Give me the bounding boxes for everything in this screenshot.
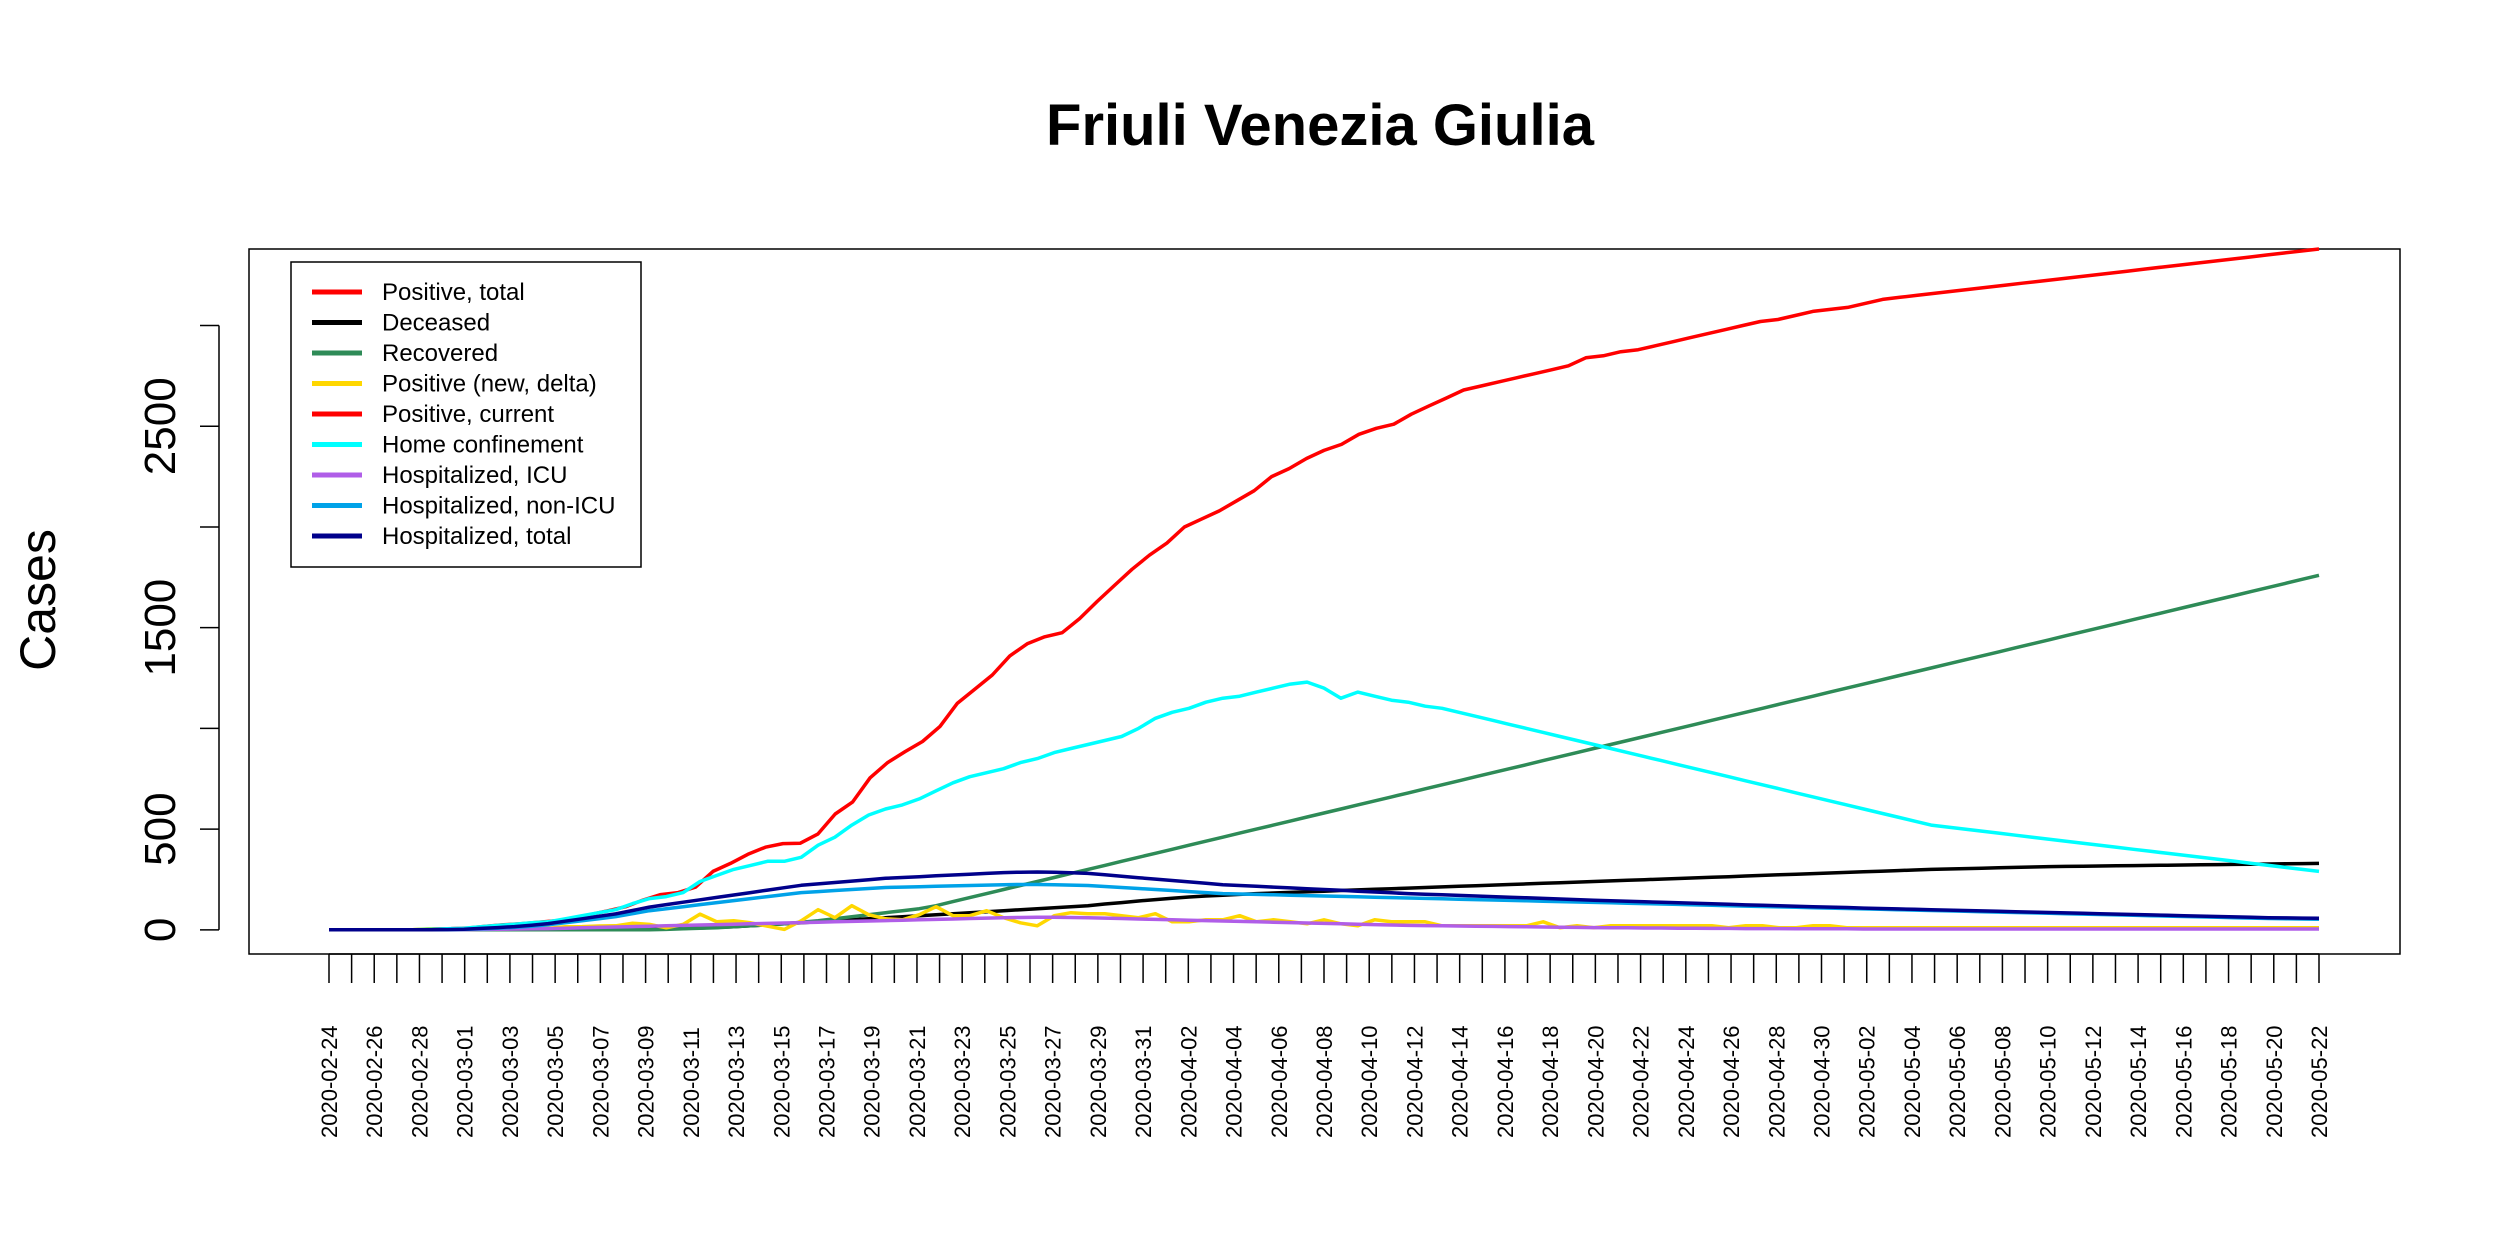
x-tick-label: 2020-04-14: [1448, 1025, 1473, 1138]
x-tick-label: 2020-04-20: [1583, 1025, 1608, 1138]
x-tick-label: 2020-02-28: [407, 1025, 432, 1138]
y-axis: 0 500 1500 2500: [136, 324, 220, 942]
chart-title: Friuli Venezia Giulia: [1046, 93, 1595, 158]
x-tick-label: 2020-03-15: [769, 1025, 794, 1138]
series-line: [329, 680, 2320, 932]
x-tick-label: 2020-05-08: [1990, 1025, 2015, 1138]
x-tick-label: 2020-03-25: [995, 1025, 1020, 1138]
x-tick-label: 2020-05-14: [2126, 1025, 2151, 1138]
legend-label: Home confinement: [382, 432, 584, 459]
legend: Positive, total Deceased Recovered Positive…: [290, 261, 642, 568]
x-tick-label: 2020-04-28: [1764, 1025, 1789, 1138]
x-tick-label: 2020-03-09: [634, 1025, 659, 1138]
x-tick-label: 2020-05-06: [1945, 1025, 1970, 1138]
x-tick-label: 2020-04-06: [1267, 1025, 1292, 1138]
legend-label: Positive, total: [382, 279, 525, 306]
series-line: [329, 573, 2320, 932]
series-lines: [329, 247, 2320, 932]
x-tick-label: 2020-05-18: [2217, 1025, 2242, 1138]
x-tick-label: 2020-02-26: [362, 1025, 387, 1138]
x-tick-label: 2020-03-07: [588, 1025, 613, 1138]
x-tick-label: 2020-04-02: [1176, 1025, 1201, 1138]
x-tick-label: 2020-05-16: [2171, 1025, 2196, 1138]
legend-label: Deceased: [382, 310, 490, 337]
y-tick-label: 1500: [136, 579, 185, 677]
x-tick-label: 2020-04-18: [1538, 1025, 1563, 1138]
series-line: [329, 247, 2320, 932]
x-tick-label: 2020-04-16: [1493, 1025, 1518, 1138]
x-tick-label: 2020-03-05: [543, 1025, 568, 1138]
x-tick-label: 2020-03-29: [1086, 1025, 1111, 1138]
x-tick-label: 2020-03-19: [860, 1025, 885, 1138]
legend-label: Hospitalized, non-ICU: [382, 493, 615, 520]
legend-label: Positive (new, delta): [382, 371, 597, 398]
x-tick-label: 2020-05-10: [2036, 1025, 2061, 1138]
x-tick-label: 2020-04-24: [1674, 1025, 1699, 1138]
x-tick-label: 2020-02-24: [317, 1025, 342, 1138]
x-axis: 2020-02-24 2020-02-26 2020-02-28 2020-03-01…: [317, 953, 2332, 1138]
legend-label: Positive, current: [382, 401, 554, 428]
x-tick-label: 2020-04-12: [1402, 1025, 1427, 1138]
series-line: [329, 915, 2319, 932]
x-tick-label: 2020-05-04: [1900, 1025, 1925, 1138]
x-tick-label: 2020-04-22: [1629, 1025, 1654, 1138]
x-tick-label: 2020-03-31: [1131, 1025, 1156, 1138]
y-tick-label: 2500: [136, 377, 185, 475]
legend-label: Hospitalized, total: [382, 523, 571, 550]
x-tick-label: 2020-03-27: [1041, 1025, 1066, 1138]
x-tick-label: 2020-04-10: [1357, 1025, 1382, 1138]
x-tick-label: 2020-03-17: [815, 1025, 840, 1138]
x-tick-label: 2020-03-21: [905, 1025, 930, 1138]
x-tick-label: 2020-03-13: [724, 1025, 749, 1138]
series-line: [329, 870, 2320, 932]
legend-label: Hospitalized, ICU: [382, 462, 567, 489]
legend-label: Recovered: [382, 340, 498, 367]
x-tick-label: 2020-03-23: [950, 1025, 975, 1138]
x-tick-label: 2020-05-02: [1855, 1025, 1880, 1138]
x-tick-label: 2020-04-26: [1719, 1025, 1744, 1138]
x-tick-label: 2020-03-03: [498, 1025, 523, 1138]
x-tick-label: 2020-03-01: [453, 1025, 478, 1138]
x-tick-label: 2020-04-08: [1312, 1025, 1337, 1138]
x-tick-label: 2020-03-11: [679, 1027, 704, 1138]
y-tick-label: 0: [136, 918, 185, 942]
y-tick-label: 500: [136, 792, 185, 865]
x-tick-label: 2020-05-22: [2307, 1025, 2332, 1138]
x-tick-label: 2020-05-20: [2262, 1025, 2287, 1138]
x-tick-label: 2020-04-30: [1810, 1025, 1835, 1138]
x-tick-label: 2020-04-04: [1222, 1025, 1247, 1138]
x-tick-label: 2020-05-12: [2081, 1025, 2106, 1138]
y-axis-label: Cases: [10, 529, 66, 671]
